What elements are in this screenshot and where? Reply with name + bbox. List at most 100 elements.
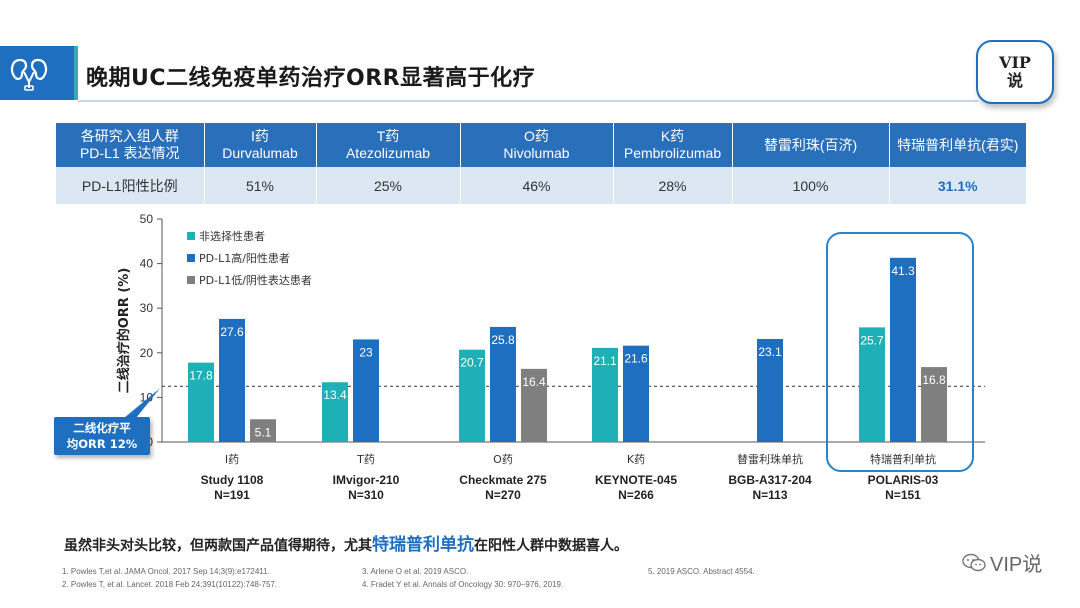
bar-value-label: 5.1 [255,425,272,439]
legend-label: 非选择性患者 [199,229,265,243]
bar-value-label: 21.1 [593,354,617,368]
table-cell: 25% [316,167,461,204]
kidney-logo-icon [10,58,48,91]
x-category-n: N=191 [214,488,250,502]
wechat-icon [962,553,986,571]
header-cell-text: T药 Atezolizumab [345,128,431,161]
bar [859,327,885,442]
header-accent-stripe [74,46,78,100]
x-category-drug: 特瑞普利单抗 [870,452,936,466]
x-category-drug: T药 [356,453,375,466]
x-category-n: N=151 [885,488,921,502]
bar-value-label: 20.7 [460,356,484,370]
bar [890,257,916,442]
summary-part2: 在阳性人群中数据喜人。 [474,538,628,554]
bar-value-label: 23.1 [758,345,782,359]
bar [459,349,485,442]
header-cell-text: I药 Durvalumab [222,128,298,161]
callout-line2: 均ORR 12% [66,437,138,451]
bar [188,362,214,442]
bar [623,345,649,442]
page-title: 晚期UC二线免疫单药治疗ORR显著高于化疗 [86,66,536,91]
x-category-drug: K药 [627,453,645,466]
bar [250,419,276,442]
summary-statement: 虽然非头对头比较，但两款国产品值得期待，尤其特瑞普利单抗在阳性人群中数据喜人。 [64,530,628,555]
table-header-cell: I药 Durvalumab [204,123,317,167]
footer-logo: VIP说 [962,548,1042,577]
table-row: PD-L1阳性比例 51% 25% 46% 28% 100% 31.1% [56,167,1026,204]
table-header-cell: 特瑞普利单抗(君实) [889,123,1026,167]
bar [353,339,379,442]
x-category-n: N=310 [348,488,384,502]
table-cell: 51% [204,167,317,204]
highlight-box-polaris [826,232,974,472]
bar [757,338,783,442]
x-category-drug: 替雷利珠单抗 [737,452,803,466]
bar-value-label: 17.8 [189,369,213,383]
legend-swatch [187,232,195,240]
bar [592,347,618,442]
x-category-n: N=266 [618,488,654,502]
table-cell: 28% [613,167,733,204]
vip-badge: VIP 说 [976,40,1054,104]
reference-3: 3. Arlene O et al. 2019 ASCO. [362,567,469,576]
table-header-cell: K药 Pembrolizumab [613,123,733,167]
table-header-cell: O药 Nivolumab [460,123,614,167]
y-tick-label: 20 [140,346,154,360]
y-axis-label: 二线治疗的ORR (%) [116,268,132,394]
bar-value-label: 25.8 [491,333,515,347]
bar [921,367,947,442]
x-category-n: N=270 [485,488,521,502]
vip-badge-line2: 说 [1006,71,1023,90]
table-cell: 46% [460,167,614,204]
footer-logo-text: VIP说 [990,554,1043,576]
reference-5: 5. 2019 ASCO. Abstract 4554. [648,567,755,576]
vip-badge-line1: VIP [999,53,1031,72]
bar-value-label: 27.6 [220,325,244,339]
y-tick-label: 30 [140,301,154,315]
x-category-study: Study 1108 [201,473,264,487]
bar [490,326,516,442]
bar [521,368,547,442]
y-tick-label: 10 [140,390,154,404]
reference-4: 4. Fradet Y et al. Annals of Oncology 30… [362,580,564,589]
table-header-cell: 各研究入组人群 PD-L1 表达情况 [56,123,205,167]
x-category-study: BGB-A317-204 [728,473,812,487]
title-divider [78,100,978,102]
bar-value-label: 41.3 [891,264,915,278]
table-header-cell: 替雷利珠(百济) [732,123,890,167]
bar-value-label: 25.7 [860,333,884,347]
reference-1: 1. Powles T,et al. JAMA Oncol. 2017 Sep … [62,567,270,576]
bar [322,382,348,442]
legend-label: PD-L1低/阴性表达患者 [199,273,312,287]
legend-label: PD-L1高/阳性患者 [199,251,290,265]
summary-emphasis: 特瑞普利单抗 [372,535,474,555]
header-cell-text: 特瑞普利单抗(君实) [897,136,1019,153]
table-cell: 100% [732,167,890,204]
bar-value-label: 16.8 [922,373,946,387]
x-category-n: N=113 [752,488,787,502]
table-header-cell: T药 Atezolizumab [316,123,461,167]
header-cell-text: 替雷利珠(百济) [763,136,858,153]
x-category-study: Checkmate 275 [459,473,547,487]
legend-swatch [187,276,195,284]
x-category-study: KEYNOTE-045 [595,473,677,487]
bar-value-label: 23 [359,345,373,359]
legend-swatch [187,254,195,262]
callout-pointer [124,388,160,418]
table-cell-highlight: 31.1% [889,167,1026,204]
y-tick-label: 40 [140,257,154,271]
x-category-drug: I药 [225,453,239,466]
bar-value-label: 16.4 [522,375,546,389]
bar [219,318,245,442]
x-category-study: IMvigor-210 [333,473,400,487]
orr-bar-chart: 01020304050二线治疗的ORR (%)非选择性患者PD-L1高/阳性患者… [116,212,985,502]
x-category-drug: O药 [493,453,513,466]
bar-value-label: 21.6 [624,352,648,366]
header-cell-text: K药 Pembrolizumab [623,128,722,161]
bar-value-label: 13.4 [323,388,347,402]
summary-part1: 虽然非头对头比较，但两款国产品值得期待，尤其 [64,538,372,554]
header-cell-text: O药 Nivolumab [503,128,570,161]
table-row-label: PD-L1阳性比例 [56,167,205,204]
chemo-reference-callout: 二线化疗平 均ORR 12% [54,417,150,455]
